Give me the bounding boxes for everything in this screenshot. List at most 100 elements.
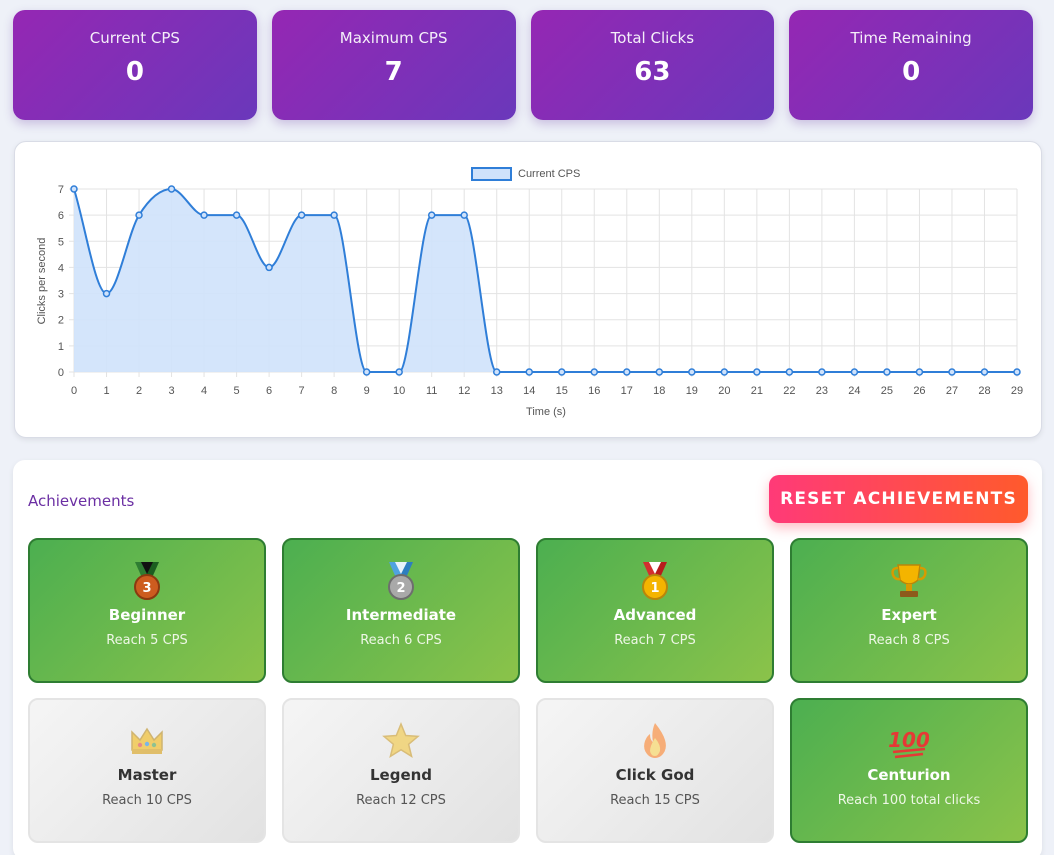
- achievement-intermediate: 2 Intermediate Reach 6 CPS: [282, 538, 520, 683]
- achievement-name: Advanced: [613, 606, 697, 624]
- achievement-description: Reach 6 CPS: [360, 633, 442, 648]
- total-clicks-card: Total Clicks 63: [530, 10, 775, 120]
- achievement-name: Master: [117, 766, 177, 784]
- achievement-advanced: 1 Advanced Reach 7 CPS: [536, 538, 774, 683]
- y-tick-label: 0: [58, 367, 64, 379]
- x-tick-label: 1: [103, 385, 109, 397]
- legend-label[interactable]: Current CPS: [518, 168, 580, 180]
- cps-area-fill: [74, 189, 1017, 372]
- data-point[interactable]: [200, 211, 208, 219]
- achievement-name: Click God: [615, 766, 695, 784]
- stats-row: Current CPS 0 Maximum CPS 7 Total Clicks…: [13, 10, 1033, 120]
- gold-medal-icon: 1: [538, 560, 772, 602]
- data-point[interactable]: [558, 368, 566, 376]
- x-tick-label: 24: [848, 385, 860, 397]
- data-point[interactable]: [362, 368, 371, 376]
- x-tick-label: 5: [234, 385, 240, 397]
- svg-text:2: 2: [396, 581, 405, 596]
- data-point[interactable]: [753, 368, 761, 376]
- stat-label: Time Remaining: [850, 29, 972, 47]
- time-remaining-card: Time Remaining 0: [789, 10, 1033, 120]
- legend-swatch[interactable]: [471, 167, 512, 181]
- bronze-medal-icon: 3: [30, 560, 264, 602]
- data-point[interactable]: [980, 368, 989, 376]
- data-point[interactable]: [655, 368, 664, 376]
- data-point[interactable]: [623, 368, 631, 376]
- x-tick-label: 26: [913, 385, 925, 397]
- stat-label: Current CPS: [89, 29, 180, 47]
- cps-chart-card: 0 1 2 3 4 5 6 7 8 9 10 11 12 13 14 15 16 17 18 19 20 21 22 23 24…: [14, 141, 1042, 438]
- x-tick-label: 15: [556, 385, 568, 397]
- x-tick-label: 19: [686, 385, 698, 397]
- achievement-description: Reach 100 total clicks: [837, 793, 981, 808]
- x-tick-label: 9: [364, 385, 370, 397]
- x-tick-label: 10: [393, 385, 405, 397]
- achievement-name: Beginner: [108, 606, 186, 624]
- y-tick-label: 2: [58, 315, 64, 327]
- chart-tick-labels: 0 1 2 3 4 5 6 7 8 9 10 11 12 13 14 15 16 17 18 19 20 21 22 23 24…: [58, 184, 1023, 397]
- data-point[interactable]: [785, 368, 794, 376]
- achievement-name: Expert: [881, 606, 937, 624]
- data-point[interactable]: [818, 368, 826, 376]
- data-point[interactable]: [70, 185, 78, 193]
- x-tick-label: 20: [718, 385, 730, 397]
- data-point[interactable]: [330, 211, 338, 219]
- achievement-legend: Legend Reach 12 CPS: [282, 698, 520, 843]
- x-tick-label: 12: [458, 385, 470, 397]
- x-tick-label: 4: [201, 385, 207, 397]
- stat-label: Maximum CPS: [339, 29, 448, 47]
- data-point[interactable]: [688, 368, 696, 376]
- data-point[interactable]: [883, 368, 891, 376]
- data-point[interactable]: [460, 211, 468, 219]
- data-point[interactable]: [915, 368, 924, 376]
- x-tick-label: 27: [946, 385, 958, 397]
- data-point[interactable]: [135, 211, 143, 219]
- data-point[interactable]: [427, 211, 436, 219]
- x-tick-label: 16: [588, 385, 600, 397]
- achievement-name: Intermediate: [345, 606, 457, 624]
- maximum-cps-card: Maximum CPS 7: [271, 10, 516, 120]
- stat-value: 0: [125, 57, 144, 87]
- x-tick-label: 6: [266, 385, 272, 397]
- data-point[interactable]: [297, 211, 306, 219]
- svg-text:1: 1: [650, 581, 659, 596]
- data-point[interactable]: [948, 368, 956, 376]
- achievement-centurion: 100 Centurion Reach 100 total clicks: [790, 698, 1028, 843]
- x-tick-label: 25: [881, 385, 893, 397]
- achievement-description: Reach 7 CPS: [614, 633, 696, 648]
- x-tick-label: 2: [136, 385, 142, 397]
- y-tick-label: 5: [58, 236, 64, 248]
- data-point[interactable]: [395, 368, 403, 376]
- data-point[interactable]: [1013, 368, 1021, 376]
- data-point[interactable]: [850, 368, 859, 376]
- x-tick-label: 28: [978, 385, 990, 397]
- achievement-master: Master Reach 10 CPS: [28, 698, 266, 843]
- data-point[interactable]: [232, 211, 241, 219]
- silver-medal-icon: 2: [284, 560, 518, 602]
- data-point[interactable]: [720, 368, 729, 376]
- achievement-description: Reach 10 CPS: [102, 793, 192, 808]
- achievement-description: Reach 15 CPS: [610, 793, 700, 808]
- cps-series-line: [73, 187, 1017, 373]
- x-tick-label: 0: [71, 385, 77, 397]
- data-point[interactable]: [102, 289, 111, 298]
- y-tick-label: 4: [58, 262, 64, 274]
- reset-achievements-button[interactable]: RESET ACHIEVEMENTS: [769, 475, 1028, 523]
- data-point[interactable]: [265, 263, 273, 272]
- stat-value: 7: [384, 57, 403, 87]
- data-point[interactable]: [167, 185, 176, 193]
- star-icon: [284, 720, 518, 762]
- trophy-icon: [792, 560, 1026, 602]
- achievement-description: Reach 12 CPS: [356, 793, 446, 808]
- x-tick-label: 21: [751, 385, 763, 397]
- x-tick-label: 18: [653, 385, 665, 397]
- x-tick-label: 23: [816, 385, 828, 397]
- achievement-name: Legend: [369, 766, 433, 784]
- data-point[interactable]: [525, 368, 533, 376]
- x-tick-label: 14: [523, 385, 535, 397]
- achievement-name: Centurion: [867, 766, 951, 784]
- svg-text:3: 3: [142, 581, 151, 596]
- data-point[interactable]: [590, 368, 599, 376]
- achievement-description: Reach 8 CPS: [868, 633, 950, 648]
- data-point[interactable]: [492, 368, 501, 376]
